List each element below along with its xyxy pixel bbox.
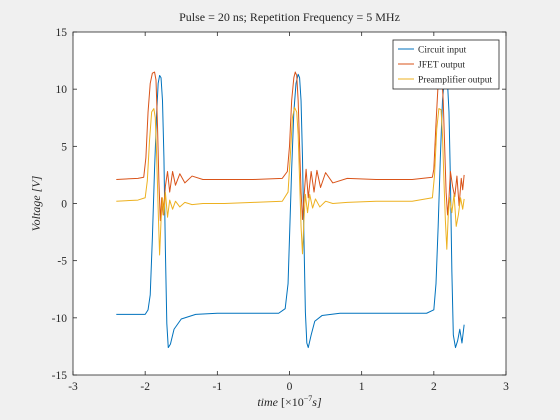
y-tick-label: 5 bbox=[61, 141, 67, 153]
x-axis-label-exponent: −7 bbox=[304, 394, 313, 403]
x-tick-label: -1 bbox=[213, 381, 223, 393]
y-tick-label: 10 bbox=[56, 84, 68, 96]
x-tick-label: 3 bbox=[503, 381, 509, 393]
x-axis-label-name: time bbox=[257, 395, 278, 409]
legend-label-preamplifier-output: Preamplifier output bbox=[418, 75, 492, 86]
x-tick-label: 2 bbox=[431, 381, 437, 393]
series-line-preamplifier-output bbox=[116, 106, 465, 256]
series-line-jfet-output bbox=[116, 71, 465, 222]
x-tick-label: 1 bbox=[359, 381, 365, 393]
x-tick-label: 0 bbox=[287, 381, 293, 393]
y-axis-label-name: Voltage bbox=[29, 195, 43, 232]
y-tick-label: -15 bbox=[52, 370, 68, 382]
y-tick-label: 0 bbox=[61, 199, 67, 211]
x-tick-label: -3 bbox=[68, 381, 78, 393]
y-axis-label-unit: [V] bbox=[29, 175, 43, 192]
legend: Circuit input JFET output Preamplifier o… bbox=[392, 39, 500, 90]
x-axis-label-unit: s] bbox=[312, 395, 322, 409]
x-tick-label: -2 bbox=[140, 381, 150, 393]
legend-label-circuit-input: Circuit input bbox=[418, 46, 467, 56]
y-tick-label: -10 bbox=[52, 313, 68, 325]
x-axis-label: time [×10−7s] bbox=[257, 394, 322, 409]
y-tick-label: 15 bbox=[56, 27, 68, 39]
y-axis-label: Voltage [V] bbox=[29, 175, 43, 231]
x-axis-label-open: [×10 bbox=[281, 395, 304, 409]
y-tick-label: -5 bbox=[57, 256, 67, 268]
legend-label-jfet-output: JFET output bbox=[418, 61, 465, 71]
chart-title: Pulse = 20 ns; Repetition Frequency = 5 … bbox=[179, 10, 400, 24]
